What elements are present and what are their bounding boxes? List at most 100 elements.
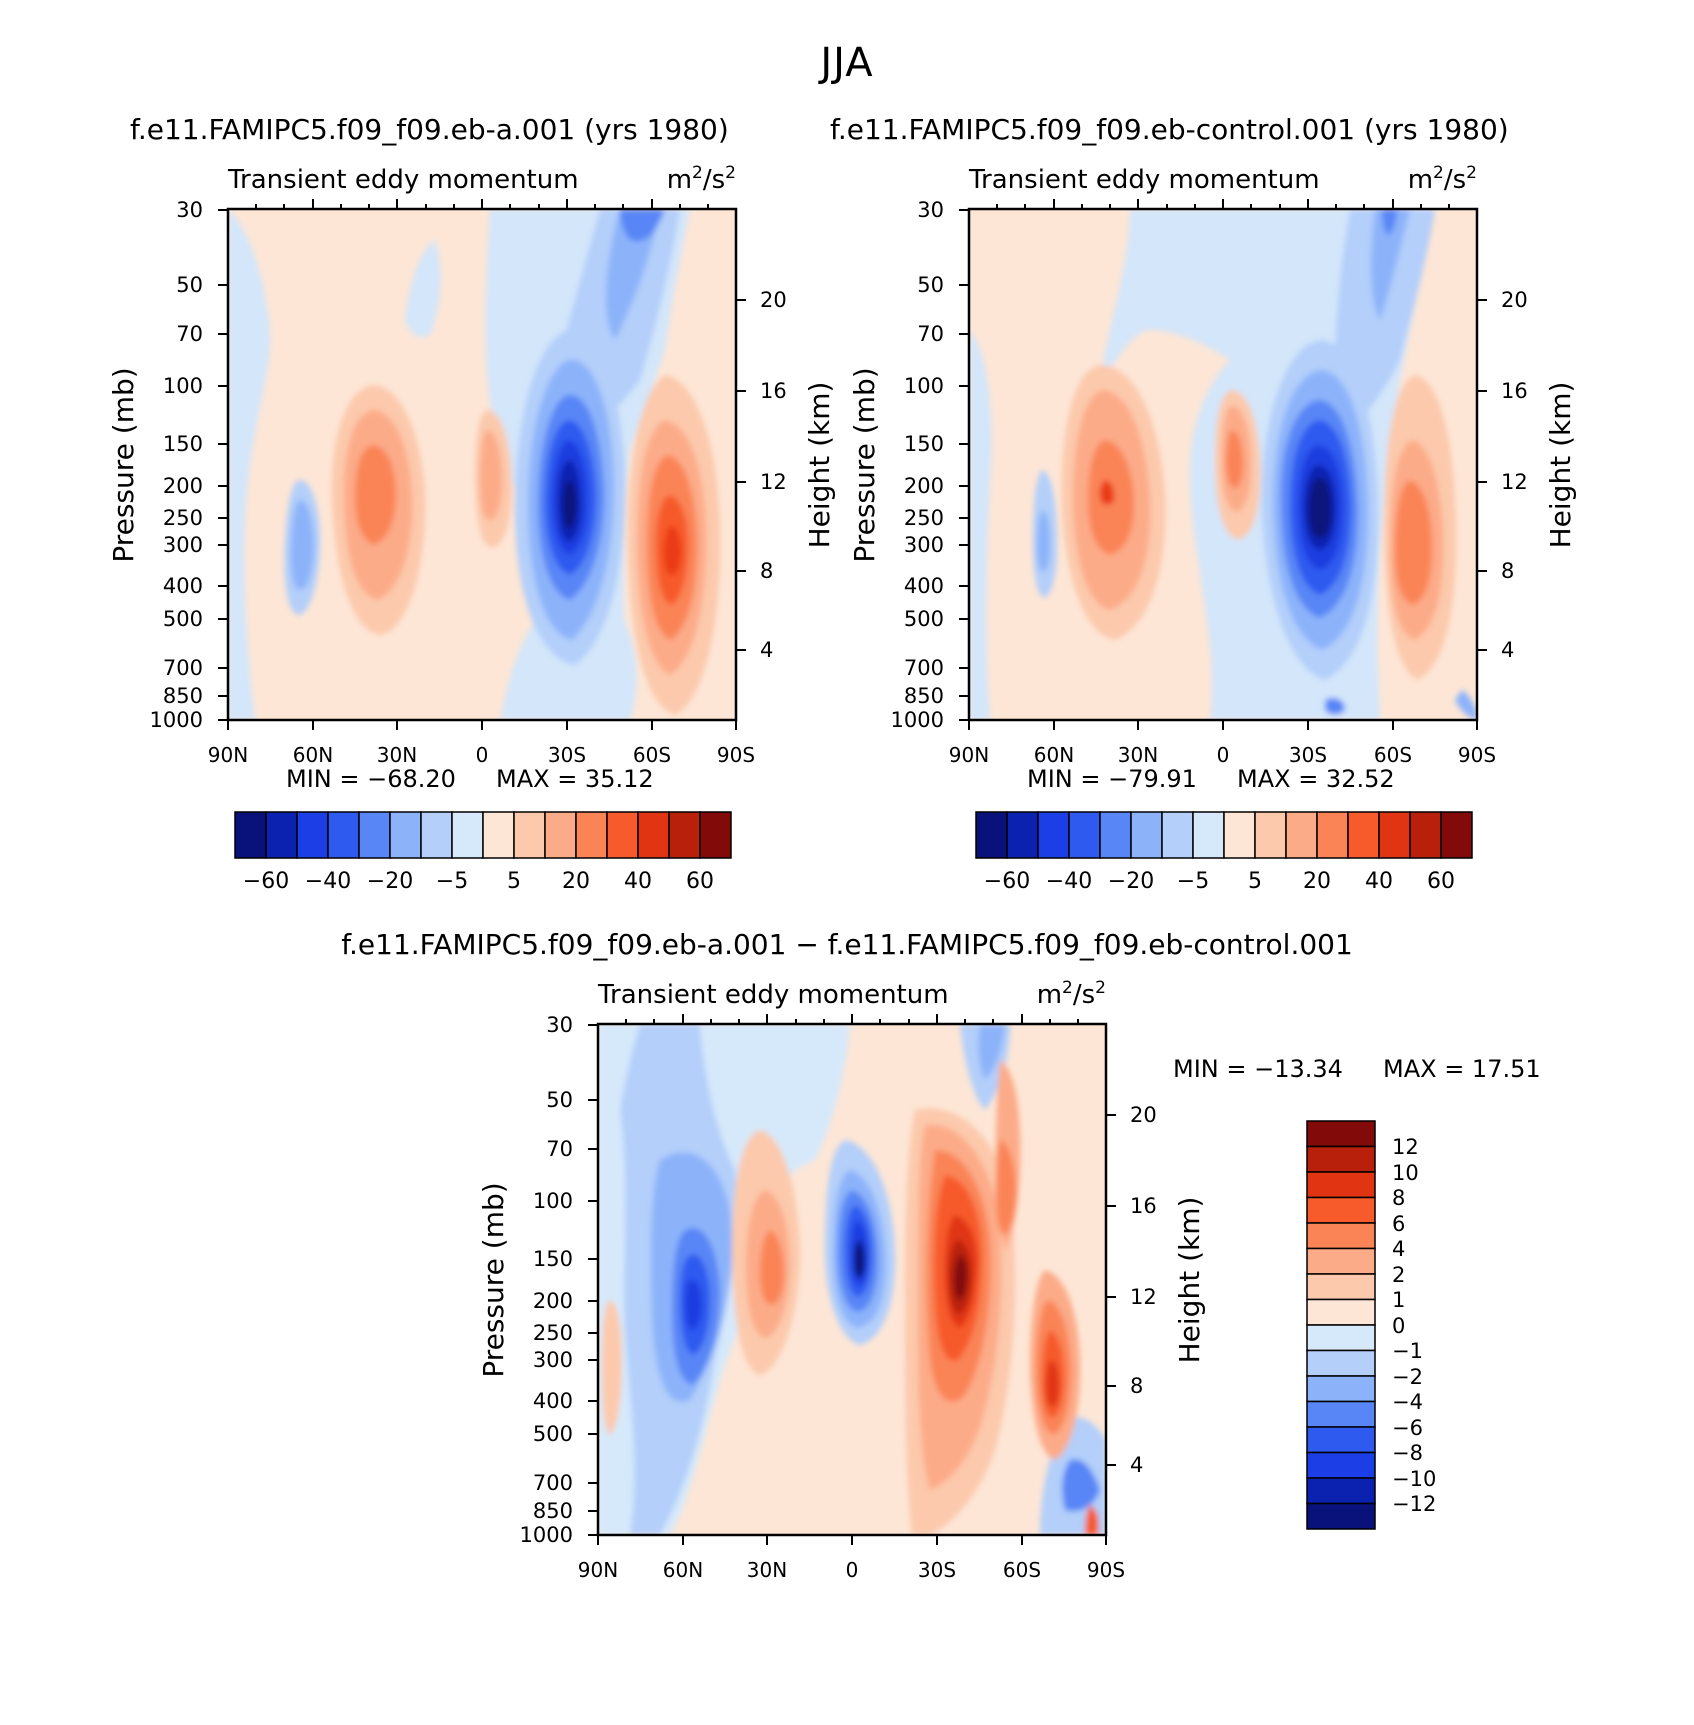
right-pressure-tick: 850	[904, 684, 944, 708]
right-colorbar-label: −20	[1108, 869, 1154, 894]
left-pressure-tick: 150	[163, 432, 203, 456]
diff-colorbar-label: −10	[1392, 1467, 1436, 1491]
diff-title: f.e11.FAMIPC5.f09_f09.eb-a.001 − f.e11.F…	[341, 928, 1353, 961]
diff-pressure-tick: 250	[533, 1321, 573, 1345]
right-height-ticks: 4 8 12 16 20	[1477, 288, 1528, 662]
left-title: f.e11.FAMIPC5.f09_f09.eb-a.001 (yrs 1980…	[130, 113, 729, 146]
left-colorbar-label: 20	[562, 869, 590, 894]
diff-pressure-tick: 500	[533, 1422, 573, 1446]
left-plot-area	[228, 209, 736, 720]
diff-height-tick: 4	[1130, 1453, 1143, 1477]
diff-pressure-tick: 400	[533, 1389, 573, 1413]
diff-colorbar-label: 12	[1392, 1135, 1419, 1159]
diff-height-tick: 8	[1130, 1374, 1143, 1398]
diff-pressure-tick: 850	[533, 1499, 573, 1523]
diff-max-label: MAX = 17.51	[1383, 1055, 1541, 1083]
diff-subtitle: Transient eddy momentum	[597, 980, 949, 1010]
diff-colorbar-label: 2	[1392, 1263, 1405, 1287]
right-pressure-tick: 700	[904, 656, 944, 680]
diff-height-tick: 20	[1130, 1103, 1157, 1127]
right-x-tick: 60S	[1374, 743, 1412, 767]
left-colorbar-labels: −60 −40 −20 −5 5 20 40 60	[243, 869, 714, 894]
diff-colorbar	[1306, 1120, 1376, 1530]
right-x-tick: 60N	[1034, 743, 1074, 767]
right-colorbar	[975, 811, 1473, 859]
left-pressure-tick: 250	[163, 506, 203, 530]
right-units: m2/s2	[1408, 163, 1477, 195]
diff-ylabel-right: Height (km)	[1173, 1197, 1206, 1364]
right-x-ticks: 90N 60N 30N 0 30S 60S 90S	[949, 720, 1496, 767]
right-height-tick: 12	[1501, 470, 1528, 494]
diff-colorbar-label: 6	[1392, 1212, 1405, 1236]
right-pressure-ticks: 30 50 70 100 150 200 250 300 400 500 700…	[891, 198, 969, 732]
left-colorbar-label: −20	[367, 869, 413, 894]
diff-ylabel: Pressure (mb)	[477, 1182, 510, 1377]
right-pressure-tick: 30	[917, 198, 944, 222]
diff-x-ticks: 90N 60N 30N 0 30S 60S 90S	[578, 1535, 1125, 1582]
right-height-tick: 4	[1501, 638, 1514, 662]
diff-pressure-ticks: 30 50 70 100 150 200 250 300 400 500 700…	[520, 1013, 598, 1547]
left-x-tick: 30S	[548, 743, 586, 767]
left-height-tick: 4	[760, 638, 773, 662]
left-units: m2/s2	[667, 163, 736, 195]
diff-min-label: MIN = −13.34	[1173, 1055, 1343, 1083]
left-colorbar-label: 5	[507, 869, 521, 894]
diff-height-tick: 16	[1130, 1194, 1157, 1218]
left-x-tick: 60N	[293, 743, 333, 767]
diff-pressure-tick: 50	[546, 1088, 573, 1112]
diff-pressure-tick: 100	[533, 1189, 573, 1213]
right-x-tick: 0	[1217, 743, 1230, 767]
right-height-tick: 8	[1501, 559, 1514, 583]
right-plot-area	[969, 209, 1477, 720]
right-x-tick: 90S	[1458, 743, 1496, 767]
diff-colorbar-label: −12	[1392, 1492, 1436, 1516]
left-min-label: MIN = −68.20	[286, 765, 456, 793]
left-pressure-tick: 50	[176, 273, 203, 297]
diff-colorbar-label: 0	[1392, 1314, 1405, 1338]
right-pressure-tick: 150	[904, 432, 944, 456]
diff-x-tick: 90N	[578, 1558, 618, 1582]
right-pressure-tick: 50	[917, 273, 944, 297]
right-x-tick: 30S	[1289, 743, 1327, 767]
diff-colorbar-labels: 12 10 8 6 4 2 1 0 −1 −2 −4 −6 −8 −10 −12	[1392, 1135, 1436, 1516]
right-colorbar-label: −5	[1177, 869, 1209, 894]
diff-pressure-tick: 30	[546, 1013, 573, 1037]
right-pressure-tick: 70	[917, 322, 944, 346]
right-pressure-tick: 1000	[891, 708, 944, 732]
panel-right: f.e11.FAMIPC5.f09_f09.eb-control.001 (yr…	[830, 113, 1577, 894]
left-height-tick: 12	[760, 470, 787, 494]
diff-colorbar-label: −2	[1392, 1365, 1423, 1389]
left-x-tick: 30N	[377, 743, 417, 767]
left-top-ticks	[255, 199, 709, 209]
left-pressure-tick: 100	[163, 374, 203, 398]
panel-difference: f.e11.FAMIPC5.f09_f09.eb-a.001 − f.e11.F…	[341, 928, 1540, 1582]
left-pressure-tick: 850	[163, 684, 203, 708]
figure-title: JJA	[820, 40, 874, 86]
right-title: f.e11.FAMIPC5.f09_f09.eb-control.001 (yr…	[830, 113, 1509, 146]
right-colorbar-labels: −60 −40 −20 −5 5 20 40 60	[984, 869, 1455, 894]
left-pressure-ticks: 30 50 70 100 150 200 250 300 400 500 700…	[150, 198, 228, 732]
left-pressure-tick: 30	[176, 198, 203, 222]
left-height-tick: 16	[760, 379, 787, 403]
left-pressure-tick: 700	[163, 656, 203, 680]
left-colorbar-label: 60	[686, 869, 714, 894]
diff-colorbar-label: −4	[1392, 1390, 1423, 1414]
right-height-tick: 16	[1501, 379, 1528, 403]
left-colorbar-label: 40	[624, 869, 652, 894]
left-ylabel-right: Height (km)	[803, 382, 836, 549]
right-ylabel-right: Height (km)	[1544, 382, 1577, 549]
right-colorbar-label: 5	[1248, 869, 1262, 894]
left-colorbar-label: −5	[436, 869, 468, 894]
right-pressure-tick: 500	[904, 607, 944, 631]
right-colorbar-label: 60	[1427, 869, 1455, 894]
left-colorbar	[234, 811, 732, 859]
diff-colorbar-label: −6	[1392, 1416, 1423, 1440]
diff-pressure-tick: 70	[546, 1137, 573, 1161]
diff-x-tick: 30N	[747, 1558, 787, 1582]
right-pressure-tick: 100	[904, 374, 944, 398]
right-pressure-tick: 400	[904, 574, 944, 598]
diff-pressure-tick: 300	[533, 1348, 573, 1372]
left-pressure-tick: 200	[163, 474, 203, 498]
left-colorbar-label: −60	[243, 869, 289, 894]
